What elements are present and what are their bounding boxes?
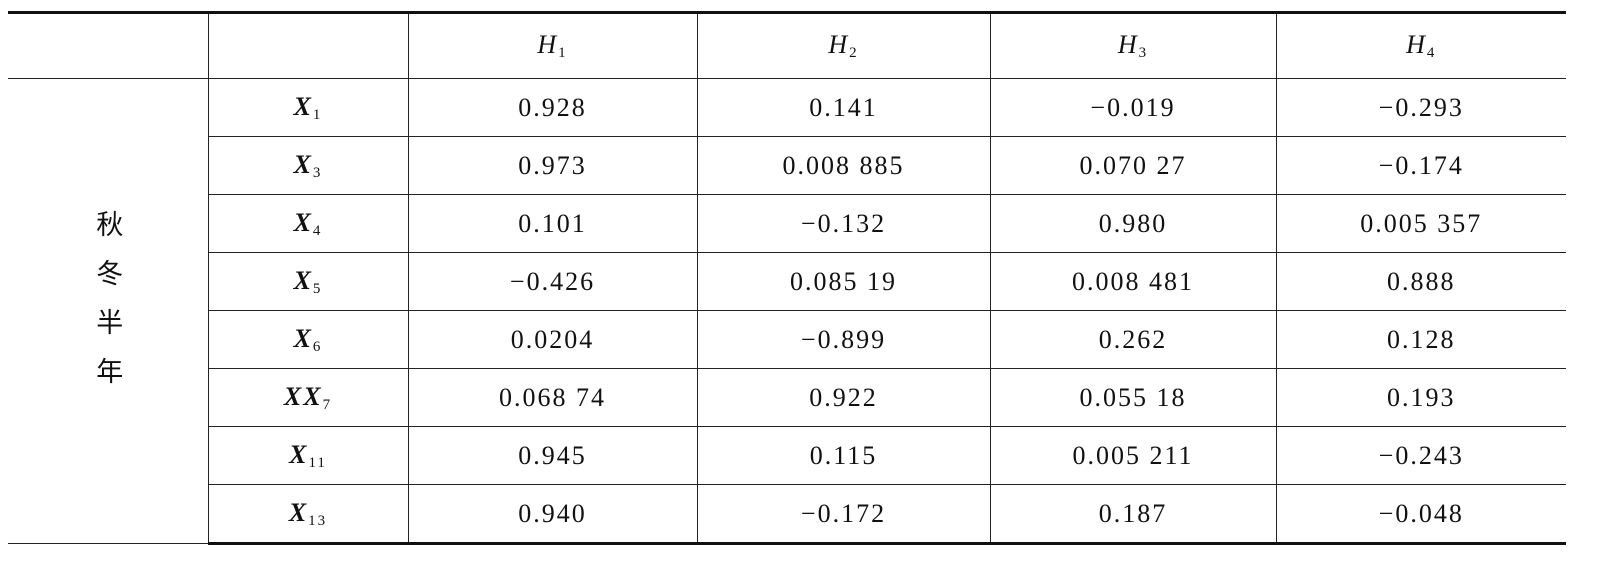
value-cell: 0.115 — [696, 426, 991, 485]
value-cell: 0.128 — [1275, 310, 1566, 369]
row-label-cell: X13 — [208, 484, 409, 545]
value-cell: 0.193 — [1275, 368, 1566, 427]
row-label-cell: X3 — [208, 136, 409, 195]
value-cell: 0.008 885 — [696, 136, 991, 195]
value-cell: 0.888 — [1275, 252, 1566, 311]
blank-cell — [207, 11, 409, 79]
row-label-cell: X5 — [208, 252, 409, 311]
value-cell: −0.899 — [696, 310, 991, 369]
value-cell: 0.0204 — [407, 310, 698, 369]
row-label-base: X — [288, 497, 309, 527]
row-label-subscript: 1 — [312, 106, 323, 123]
row-label: X1 — [293, 91, 323, 123]
header-symbol-base: H — [1406, 30, 1427, 59]
value-cell: 0.945 — [407, 426, 698, 485]
row-label-base: X — [289, 439, 309, 469]
row-label-subscript: 13 — [308, 512, 328, 529]
value-cell: 0.922 — [696, 368, 991, 427]
group-label: 秋冬半年 — [92, 209, 123, 406]
row-label-cell: X11 — [208, 426, 409, 485]
row-label: X11 — [289, 439, 327, 471]
row-label-base: XX — [283, 381, 323, 411]
row-label: X4 — [293, 207, 323, 239]
value-cell: −0.243 — [1275, 426, 1566, 485]
value-cell: 0.262 — [989, 310, 1277, 369]
value-cell: 0.980 — [989, 194, 1277, 253]
row-label-subscript: 4 — [312, 222, 323, 239]
row-label: XX7 — [283, 381, 333, 413]
data-row: X4 0.101 −0.132 0.980 0.005 357 — [8, 194, 1566, 253]
header-symbol: H4 — [1406, 30, 1437, 61]
header-symbol-base: H — [1117, 30, 1139, 59]
header-symbol-subscript: 2 — [849, 45, 859, 61]
header-symbol: H2 — [828, 30, 859, 61]
blank-cell — [8, 11, 209, 79]
row-label-subscript: 5 — [312, 280, 323, 297]
column-header: H2 — [696, 11, 991, 79]
value-cell: 0.187 — [989, 484, 1277, 545]
row-label: X6 — [293, 323, 323, 355]
row-label-subscript: 11 — [308, 454, 327, 471]
header-row: H1 H2 H3 H4 — [8, 11, 1566, 79]
row-label: X3 — [293, 149, 323, 181]
data-row: XX7 0.068 74 0.922 0.055 18 0.193 — [8, 368, 1566, 427]
data-row: X11 0.945 0.115 0.005 211 −0.243 — [8, 426, 1566, 485]
row-label-cell: X6 — [208, 310, 409, 369]
data-row: X6 0.0204 −0.899 0.262 0.128 — [8, 310, 1566, 369]
value-cell: 0.141 — [696, 78, 991, 137]
row-label-base: X — [293, 207, 313, 237]
value-cell: 0.070 27 — [989, 136, 1277, 195]
row-label-base: X — [293, 265, 313, 295]
data-row: 秋冬半年 X1 0.928 0.141 −0.019 −0.293 — [8, 78, 1566, 544]
value-cell: 0.005 211 — [989, 426, 1277, 485]
header-symbol-base: H — [537, 30, 559, 59]
data-table: H1 H2 H3 H4 秋冬半年 X1 0.928 0.141 −0.019 −0.293 X3 0… — [8, 11, 1566, 545]
value-cell: 0.940 — [407, 484, 698, 545]
column-header: H1 — [407, 11, 698, 79]
row-label-base: X — [293, 91, 313, 121]
row-label-base: X — [293, 149, 313, 179]
value-cell: 0.928 — [407, 78, 698, 137]
row-label: X5 — [293, 265, 323, 297]
row-label-cell: X4 — [208, 194, 409, 253]
value-cell: −0.019 — [989, 78, 1277, 137]
header-symbol-subscript: 3 — [1138, 45, 1149, 61]
value-cell: 0.055 18 — [989, 368, 1277, 427]
value-cell: −0.293 — [1275, 78, 1566, 137]
value-cell: −0.132 — [696, 194, 991, 253]
value-cell: −0.174 — [1275, 136, 1566, 195]
header-symbol-base: H — [828, 30, 850, 59]
row-label-cell: XX7 — [208, 368, 409, 427]
value-cell: −0.048 — [1275, 484, 1566, 545]
row-label-subscript: 6 — [312, 338, 323, 355]
table-body: H1 H2 H3 H4 秋冬半年 X1 0.928 0.141 −0.019 −0.293 X3 0… — [8, 11, 1566, 545]
value-cell: 0.973 — [407, 136, 698, 195]
group-cell: 秋冬半年 — [8, 78, 209, 544]
row-label-base: X — [293, 323, 313, 353]
data-row: X3 0.973 0.008 885 0.070 27 −0.174 — [8, 136, 1566, 195]
row-label-cell: X1 — [207, 78, 409, 137]
value-cell: −0.426 — [407, 252, 698, 311]
value-cell: −0.172 — [696, 484, 991, 545]
data-row: X13 0.940 −0.172 0.187 −0.048 — [8, 484, 1566, 545]
header-symbol: H3 — [1117, 30, 1149, 61]
header-symbol-subscript: 4 — [1426, 45, 1437, 61]
header-symbol: H1 — [537, 30, 568, 61]
value-cell: 0.068 74 — [407, 368, 698, 427]
value-cell: 0.005 357 — [1275, 194, 1566, 253]
column-header: H3 — [989, 11, 1277, 79]
row-label: X13 — [288, 497, 328, 529]
row-label-subscript: 7 — [322, 396, 333, 413]
column-header: H4 — [1275, 11, 1566, 79]
row-label-subscript: 3 — [312, 164, 323, 181]
header-symbol-subscript: 1 — [558, 45, 568, 61]
data-row: X5 −0.426 0.085 19 0.008 481 0.888 — [8, 252, 1566, 311]
value-cell: 0.008 481 — [989, 252, 1277, 311]
value-cell: 0.101 — [407, 194, 698, 253]
value-cell: 0.085 19 — [696, 252, 991, 311]
